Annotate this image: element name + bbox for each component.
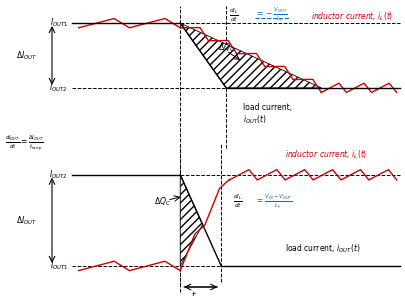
Text: $I_{OUT1}$: $I_{OUT1}$: [49, 17, 68, 29]
Text: inductor current, $i_L(t)$: inductor current, $i_L(t)$: [284, 149, 367, 161]
Text: $= -\frac{V_{OUT}}{L_F}$: $= -\frac{V_{OUT}}{L_F}$: [255, 6, 287, 24]
Text: $\Delta Q_C$: $\Delta Q_C$: [153, 195, 171, 208]
Text: $I_{OUT2}$: $I_{OUT2}$: [49, 82, 68, 94]
Text: $\frac{di_{OUT}}{dt} = \frac{\Delta I_{OUT}}{t_{ramp}}$: $\frac{di_{OUT}}{dt} = \frac{\Delta I_{O…: [5, 133, 44, 153]
Text: $\frac{di_L}{dt}$: $\frac{di_L}{dt}$: [232, 193, 242, 210]
Polygon shape: [180, 175, 202, 266]
Text: $\Delta I_{OUT}$: $\Delta I_{OUT}$: [16, 214, 37, 227]
Text: $t_{ramp}$: $t_{ramp}$: [190, 290, 211, 296]
Text: inductor current, $i_L(t)$: inductor current, $i_L(t)$: [311, 10, 393, 23]
Text: load current,
$i_{OUT}(t)$: load current, $i_{OUT}(t)$: [242, 103, 291, 126]
Text: $I_{OUT1}$: $I_{OUT1}$: [49, 260, 68, 272]
Text: $I_{OUT2}$: $I_{OUT2}$: [49, 168, 68, 181]
Text: load current, $i_{OUT}(t)$: load current, $i_{OUT}(t)$: [284, 242, 360, 255]
Text: $\frac{di_L}{dt}$: $\frac{di_L}{dt}$: [229, 7, 239, 24]
Text: $\Delta I_{OUT}$: $\Delta I_{OUT}$: [16, 49, 37, 62]
Polygon shape: [180, 23, 320, 88]
Text: $\Delta Q_C$: $\Delta Q_C$: [218, 42, 234, 54]
Text: $= \frac{V_{IN} - V_{OUT}}{L_F}$: $= \frac{V_{IN} - V_{OUT}}{L_F}$: [254, 192, 292, 211]
